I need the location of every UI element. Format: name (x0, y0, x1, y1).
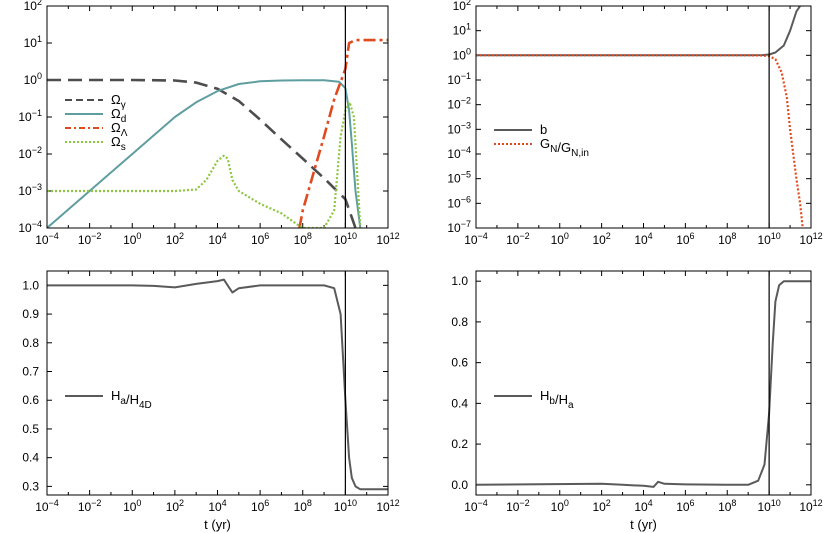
series-group (47, 38, 388, 228)
x-tick-label: 104 (208, 231, 226, 247)
x-tick-label: 1010 (757, 498, 780, 514)
x-tick-label: 1012 (799, 498, 822, 514)
plot-frame (475, 5, 812, 229)
x-tick-label: 104 (208, 498, 226, 514)
plot-frame (46, 5, 389, 229)
x-tick-label: 106 (676, 231, 694, 247)
y-tick-label: 10−4 (447, 145, 471, 161)
x-tick-label: 10−4 (35, 231, 59, 247)
x-tick-label: 10−4 (464, 231, 488, 247)
x-axis-label: t (yr) (204, 517, 231, 532)
x-tick-label: 104 (634, 231, 652, 247)
y-tick-label: 10−3 (18, 182, 42, 198)
legend-label: Hb/Ha (540, 388, 574, 411)
x-tick-label: 10−2 (506, 231, 530, 247)
y-tick-label: 0.4 (451, 396, 468, 410)
series-line-0 (47, 278, 388, 491)
series-line-1 (47, 79, 362, 228)
y-tick-label: 0.7 (22, 365, 39, 379)
series-group (476, 6, 804, 228)
y-tick-label: 0.0 (451, 478, 468, 492)
y-tick-label: 10−1 (18, 108, 42, 124)
x-tick-label: 102 (592, 231, 610, 247)
x-tick-label: 1012 (799, 231, 822, 247)
x-tick-label: 10−2 (506, 498, 530, 514)
y-tick-label: 0.4 (22, 451, 39, 465)
y-tick-label: 10−4 (18, 219, 42, 235)
y-tick-label: 0.8 (451, 315, 468, 329)
y-tick-label: 1.0 (451, 274, 468, 288)
x-tick-label: 10−4 (35, 498, 59, 514)
panel-bottom-left: 10−4 10−2 100 102 104 106 108 1010 1012 0.3 0.4 0.5… (22, 270, 400, 532)
y-tick-label: 10−1 (447, 71, 471, 87)
x-tick-label: 108 (718, 498, 736, 514)
y-tick-label: 0.6 (22, 393, 39, 407)
plot-frame (475, 270, 812, 496)
x-tick-label: 1012 (376, 231, 399, 247)
series-group (476, 280, 811, 488)
series-line-2 (298, 38, 388, 228)
y-tick-label: 10−5 (447, 170, 471, 186)
y-tick-label: 0.6 (451, 356, 468, 370)
y-tick-label: 101 (453, 22, 471, 38)
series-line-1 (476, 54, 804, 228)
x-tick-label: 106 (251, 231, 269, 247)
series-line-0 (476, 280, 811, 488)
x-tick-label: 102 (166, 498, 184, 514)
plot-frame (46, 270, 389, 496)
x-tick-label: 1010 (334, 231, 357, 247)
x-tick-label: 100 (551, 231, 569, 247)
x-tick-label: 1010 (757, 231, 780, 247)
panel-bottom-right: 10−4 10−2 100 102 104 106 108 1010 1012 0.0 0.2 0.4… (451, 270, 823, 532)
x-tick-label: 100 (123, 498, 141, 514)
y-tick-label: 10−6 (447, 194, 471, 210)
y-tick-label: 101 (24, 34, 42, 50)
y-tick-label: 102 (24, 0, 42, 13)
y-tick-label: 102 (453, 0, 471, 13)
x-tick-label: 108 (294, 498, 312, 514)
x-tick-label: 1012 (376, 498, 399, 514)
x-tick-label: 108 (718, 231, 736, 247)
x-tick-label: 10−4 (464, 498, 488, 514)
y-tick-label: 0.8 (22, 336, 39, 350)
y-tick-label: 1.0 (22, 278, 39, 292)
x-tick-label: 106 (676, 498, 694, 514)
x-tick-label: 106 (251, 498, 269, 514)
legend-label: ΩΛ (111, 120, 128, 139)
legend-label: Ha/H4D (111, 388, 152, 411)
y-tick-label: 0.5 (22, 422, 39, 436)
legend-label: b (540, 122, 547, 137)
x-tick-label: 100 (551, 498, 569, 514)
panel-top-right: 10−4 10−2 100 102 104 106 108 1010 1012 10−7 10−6 1… (447, 0, 822, 247)
series-line-0 (476, 6, 801, 57)
y-tick-label: 10−2 (18, 145, 42, 161)
series-line-3 (47, 101, 362, 228)
x-tick-label: 1010 (334, 498, 357, 514)
legend-label: Ωd (111, 106, 126, 125)
legend-label: GN/GN,in (540, 136, 589, 159)
x-tick-label: 104 (634, 498, 652, 514)
y-tick-label: 0.3 (22, 479, 39, 493)
x-tick-label: 108 (294, 231, 312, 247)
y-tick-label: 0.9 (22, 307, 39, 321)
legend-label: Ωs (111, 134, 126, 153)
series-line-0 (47, 78, 357, 228)
legend-label: Ωγ (111, 92, 126, 111)
y-tick-label: 10−3 (447, 120, 471, 136)
x-tick-label: 100 (123, 231, 141, 247)
x-tick-label: 10−2 (78, 231, 102, 247)
y-tick-label: 100 (24, 71, 42, 87)
x-tick-label: 102 (592, 498, 610, 514)
y-tick-label: 0.2 (451, 437, 468, 451)
series-group (47, 278, 388, 491)
y-tick-label: 100 (453, 46, 471, 62)
x-tick-label: 10−2 (78, 498, 102, 514)
x-axis-label: t (yr) (630, 517, 657, 532)
panel-top-left: 10−4 10−2 100 102 104 106 108 1010 1012 10−4 10−3 1… (18, 0, 399, 247)
y-tick-label: 10−2 (447, 96, 471, 112)
y-tick-label: 10−7 (447, 219, 471, 235)
x-tick-label: 102 (166, 231, 184, 247)
